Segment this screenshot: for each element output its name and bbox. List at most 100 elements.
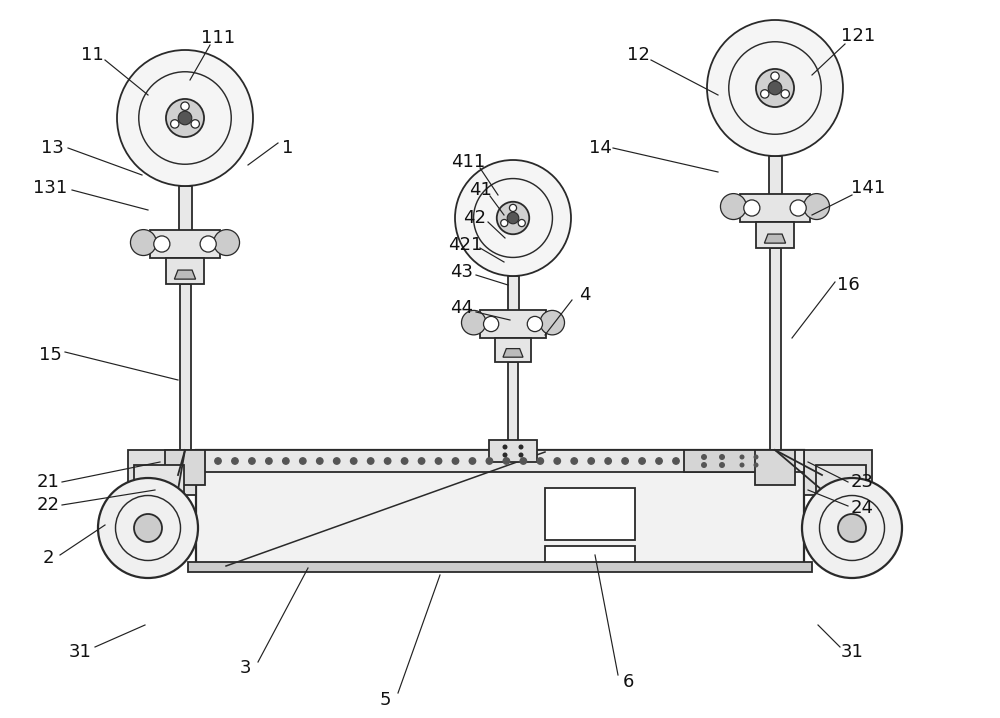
Circle shape [554,458,560,465]
Bar [508,362,518,448]
Circle shape [503,452,508,457]
Circle shape [701,462,707,468]
Text: 411: 411 [451,153,485,171]
Bar [180,284,190,450]
Circle shape [507,213,519,224]
Circle shape [707,20,843,156]
Circle shape [520,458,527,465]
Circle shape [605,458,611,465]
Polygon shape [764,234,786,243]
Circle shape [435,458,442,465]
Circle shape [673,458,679,465]
Circle shape [215,458,221,465]
Circle shape [509,205,517,212]
Text: 44: 44 [450,299,474,317]
Bar [128,450,196,495]
Circle shape [418,458,425,465]
Circle shape [166,99,204,137]
Circle shape [401,458,408,465]
Text: 421: 421 [448,236,482,254]
Circle shape [266,458,272,465]
Text: 24: 24 [850,499,874,517]
Circle shape [768,81,782,95]
Circle shape [334,458,340,465]
Circle shape [200,236,216,252]
Circle shape [461,310,486,335]
Text: 41: 41 [469,181,491,199]
Bar [134,465,184,505]
Circle shape [214,230,240,256]
Circle shape [804,194,830,220]
Text: 141: 141 [851,179,885,197]
Circle shape [351,458,357,465]
Circle shape [802,478,902,578]
Circle shape [790,200,806,216]
Text: 31: 31 [69,643,91,661]
Bar [178,186,192,244]
Text: 22: 22 [36,496,60,514]
Bar [684,450,769,472]
Circle shape [503,458,510,465]
Text: 21: 21 [37,473,59,491]
Bar [545,546,635,564]
Polygon shape [503,349,523,357]
Circle shape [527,317,542,332]
Circle shape [130,230,156,256]
Circle shape [455,160,571,276]
Bar [480,310,546,337]
Circle shape [781,90,789,98]
Circle shape [518,220,525,227]
Text: 23: 23 [850,473,874,491]
Bar [508,276,518,324]
Circle shape [754,462,759,467]
Circle shape [367,458,374,465]
Circle shape [497,202,529,234]
Bar [165,450,205,485]
Bar [768,156,782,208]
Bar [196,450,804,472]
Text: 14: 14 [589,139,611,157]
Circle shape [537,458,543,465]
Circle shape [761,90,769,98]
Circle shape [639,458,645,465]
Circle shape [232,458,238,465]
Circle shape [249,458,255,465]
Circle shape [503,444,508,449]
Circle shape [756,69,794,107]
Circle shape [588,458,594,465]
Bar [755,450,795,485]
Circle shape [720,194,746,220]
Text: 1: 1 [282,139,294,157]
Text: 4: 4 [579,286,591,304]
Circle shape [771,72,779,80]
Text: 12: 12 [627,46,649,64]
Circle shape [452,458,459,465]
Circle shape [838,514,866,542]
Bar [196,450,804,568]
Text: 131: 131 [33,179,67,197]
Circle shape [571,458,577,465]
Bar [545,488,635,540]
Bar [756,223,794,248]
Circle shape [740,454,744,460]
Circle shape [486,458,493,465]
Circle shape [501,220,508,227]
Circle shape [98,478,198,578]
Bar [150,230,220,258]
Circle shape [384,458,391,465]
Text: 11: 11 [81,46,103,64]
Circle shape [283,458,289,465]
Text: 6: 6 [622,673,634,691]
Text: 3: 3 [239,659,251,677]
Circle shape [154,236,170,252]
Text: 2: 2 [42,549,54,567]
Text: 16: 16 [837,276,859,294]
Circle shape [191,120,199,128]
Circle shape [178,111,192,125]
Circle shape [300,458,306,465]
Circle shape [469,458,476,465]
Bar [495,337,531,362]
Circle shape [719,454,725,460]
Circle shape [701,454,707,460]
Text: 111: 111 [201,29,235,47]
